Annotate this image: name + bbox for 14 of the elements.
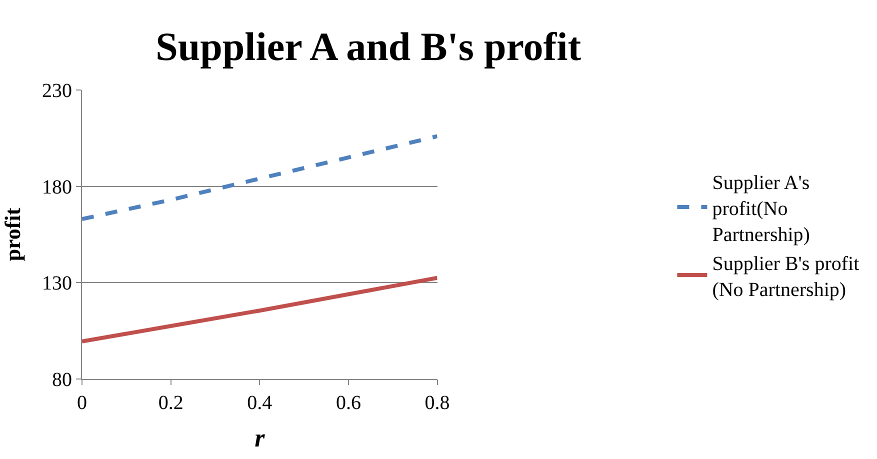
y-tick-label: 180	[42, 176, 72, 198]
y-tick-label: 130	[42, 272, 72, 295]
x-axis-title: r	[254, 424, 266, 453]
x-tick-label: 0.2	[158, 392, 184, 414]
y-tick-label: 230	[42, 80, 72, 102]
y-axis-title: profit	[0, 207, 25, 262]
x-tick-label: 0.6	[336, 392, 361, 414]
x-tick-label: 0.8	[424, 392, 450, 414]
x-tick-label: 0.4	[247, 392, 272, 414]
chart-title: Supplier A and B's profit	[156, 24, 582, 70]
y-tick-label: 80	[52, 369, 72, 391]
legend-label: Supplier B's profit (No Partnership)	[712, 252, 860, 301]
x-tick-label: 0	[77, 392, 87, 414]
legend-label: Supplier A's profit(No Partnership)	[712, 172, 810, 246]
